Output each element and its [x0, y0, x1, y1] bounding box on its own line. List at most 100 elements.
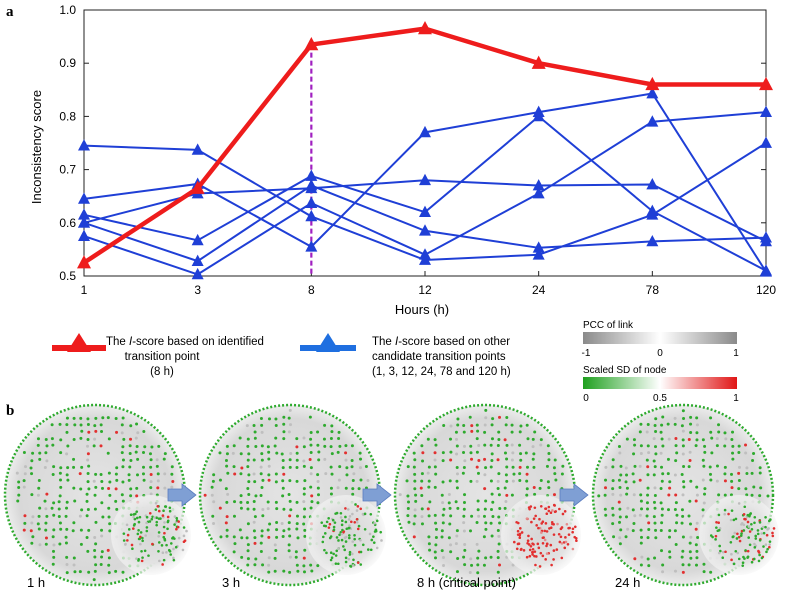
zoom-nodes — [512, 503, 578, 568]
identified-point-marker — [304, 37, 319, 51]
candidate-point-marker — [646, 87, 659, 99]
zoom-inset — [501, 495, 581, 575]
legend-red: The I-score based on identified transiti… — [52, 333, 264, 378]
candidate-series-line — [83, 142, 767, 262]
y-axis-label: Inconsistency score — [29, 90, 44, 204]
identified-series — [77, 21, 773, 269]
legend-red-text-line2: transition point — [125, 351, 201, 363]
transition-arrows — [167, 483, 589, 507]
y-tick-label: 0.6 — [59, 216, 76, 230]
network-1: 3 h — [198, 403, 386, 590]
panel-b-label: b — [6, 403, 14, 419]
candidate-point-marker — [532, 187, 545, 199]
x-tick-label: 12 — [418, 283, 432, 297]
transition-arrow-icon — [559, 483, 589, 507]
zoom-inset — [306, 495, 386, 575]
pcc-tick-min: -1 — [582, 348, 591, 359]
candidate-point-marker — [191, 143, 204, 155]
y-tick-label: 0.5 — [59, 269, 76, 283]
candidate-point-marker — [419, 248, 431, 260]
candidate-point-marker — [760, 136, 772, 148]
sd-tick-max: 1 — [733, 393, 739, 404]
x-axis-label: Hours (h) — [395, 302, 449, 317]
candidate-point-marker — [305, 196, 318, 208]
legend-red-text-line1: The I-score based on identified — [106, 336, 264, 348]
pcc-tick-mid: 0 — [657, 348, 663, 359]
candidate-point-marker — [191, 233, 204, 246]
candidate-point-marker — [78, 139, 90, 151]
network-time-label: 1 h — [27, 575, 45, 590]
sd-color-scale: Scaled SD of node 0 0.5 1 — [583, 365, 739, 404]
candidate-point-marker — [760, 264, 772, 276]
panel-a-label: a — [6, 4, 14, 20]
candidate-point-marker — [760, 231, 772, 243]
candidate-point-marker — [532, 241, 545, 253]
legend-blue-triangle-icon — [316, 333, 340, 352]
candidate-point-marker — [646, 178, 659, 190]
network-3: 24 h — [591, 403, 779, 590]
candidate-point-marker — [305, 209, 318, 222]
network-0: 1 h — [3, 403, 191, 590]
candidate-series — [78, 87, 772, 280]
candidate-point-marker — [419, 125, 431, 138]
candidate-point-marker — [532, 248, 545, 260]
zoom-nodes — [122, 501, 188, 566]
x-tick-label: 1 — [81, 283, 88, 297]
legend-blue: The I-score based on other candidate tra… — [300, 333, 511, 378]
x-tick-label: 24 — [532, 283, 546, 297]
y-tick-label: 0.8 — [59, 109, 76, 123]
zoom-nodes — [709, 502, 776, 567]
identified-point-marker — [77, 255, 91, 269]
x-tick-label: 8 — [308, 283, 315, 297]
sd-gradient-bar — [583, 377, 737, 389]
zoom-inset — [111, 495, 191, 575]
identified-point-marker — [531, 55, 546, 69]
network-time-label: 8 h (critical point) — [417, 575, 516, 590]
sd-scale-title: Scaled SD of node — [583, 365, 667, 376]
network-time-label: 3 h — [222, 575, 240, 590]
x-tick-label: 3 — [194, 283, 201, 297]
identified-point-marker — [190, 180, 205, 194]
legend-blue-text-line2: candidate transition points — [372, 351, 506, 363]
candidate-point-marker — [78, 208, 90, 220]
candidate-point-marker — [532, 109, 545, 122]
network-panels: 1 h 3 h 8 h (critical point) 24 h — [3, 403, 779, 590]
candidate-point-marker — [191, 254, 204, 266]
candidate-point-marker — [419, 205, 431, 218]
y-tick-label: 0.7 — [59, 163, 76, 177]
identified-point-marker — [418, 21, 432, 35]
legend-blue-text-line1: The I-score based on other — [372, 336, 510, 348]
candidate-point-marker — [78, 229, 90, 241]
legend-red-text-line3: (8 h) — [150, 366, 174, 378]
candidate-point-marker — [760, 105, 772, 118]
candidate-point-marker — [419, 173, 431, 186]
sd-tick-mid: 0.5 — [653, 393, 667, 404]
pcc-gradient-bar — [583, 332, 737, 344]
candidate-point-marker — [532, 179, 545, 191]
legend-blue-text-line3: (1, 3, 12, 24, 78 and 120 h) — [372, 366, 511, 378]
zoom-nodes — [320, 503, 383, 568]
candidate-point-marker — [646, 115, 659, 127]
x-tick-label: 120 — [756, 283, 776, 297]
candidate-point-marker — [78, 192, 90, 204]
candidate-point-marker — [191, 267, 204, 280]
network-rim — [591, 403, 775, 587]
candidate-point-marker — [78, 216, 90, 228]
candidate-point-marker — [419, 224, 431, 236]
candidate-point-marker — [646, 204, 659, 216]
y-tick-label: 0.9 — [59, 56, 76, 70]
transition-arrow-icon — [167, 483, 197, 507]
candidate-point-marker — [305, 179, 318, 191]
candidate-point-marker — [305, 169, 318, 181]
identified-point-marker — [759, 76, 773, 91]
legend-red-triangle-icon — [67, 333, 91, 352]
identified-point-marker — [645, 76, 660, 91]
network-time-label: 24 h — [615, 575, 640, 590]
network-2: 8 h (critical point) — [393, 403, 581, 590]
x-tick-label: 78 — [646, 283, 660, 297]
y-tick-label: 1.0 — [59, 3, 76, 17]
chart-frame — [83, 9, 767, 277]
sd-tick-min: 0 — [583, 393, 589, 404]
candidate-point-marker — [305, 240, 318, 252]
